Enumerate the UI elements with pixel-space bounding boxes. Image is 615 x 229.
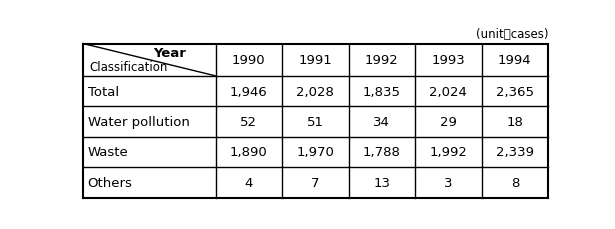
Text: Total: Total [88,85,119,98]
Text: 7: 7 [311,176,320,189]
Text: 4: 4 [245,176,253,189]
Text: 1,788: 1,788 [363,146,401,159]
Text: 3: 3 [444,176,453,189]
Text: Year: Year [154,47,186,60]
Text: Waste: Waste [88,146,129,159]
Text: 1,992: 1,992 [429,146,467,159]
Text: Water pollution: Water pollution [88,115,189,128]
Text: 2,339: 2,339 [496,146,534,159]
Text: 2,028: 2,028 [296,85,335,98]
Text: 1,970: 1,970 [296,146,335,159]
Text: (unit：cases): (unit：cases) [475,28,548,41]
Text: 13: 13 [373,176,391,189]
Text: 2,365: 2,365 [496,85,534,98]
Text: 1,890: 1,890 [230,146,268,159]
Text: 1991: 1991 [298,54,332,67]
Text: Others: Others [88,176,133,189]
Text: 29: 29 [440,115,457,128]
Text: 34: 34 [373,115,391,128]
Text: 1994: 1994 [498,54,531,67]
Text: 1,835: 1,835 [363,85,401,98]
Text: 52: 52 [240,115,257,128]
Text: 1,946: 1,946 [230,85,268,98]
Text: 1993: 1993 [432,54,465,67]
Text: 18: 18 [506,115,523,128]
Text: 1990: 1990 [232,54,266,67]
Text: Classification: Classification [90,61,168,74]
Text: 2,024: 2,024 [429,85,467,98]
Text: 1992: 1992 [365,54,399,67]
Text: 51: 51 [307,115,324,128]
Text: 8: 8 [510,176,519,189]
